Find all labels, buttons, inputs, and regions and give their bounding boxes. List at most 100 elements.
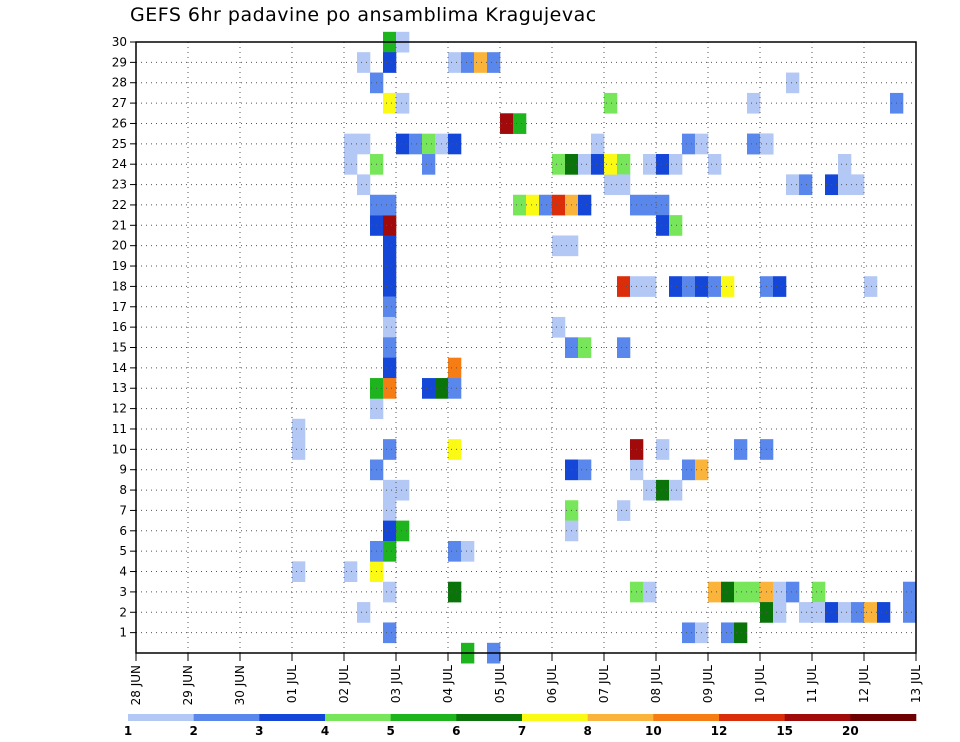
heatmap-cell (721, 276, 735, 297)
heatmap-cell (383, 255, 397, 277)
heatmap-cell (383, 52, 397, 73)
heatmap-cell (357, 52, 371, 73)
heatmap-cell (357, 174, 371, 196)
y-tick-label: 24 (112, 157, 127, 171)
x-tick-label: 04 JUL (441, 665, 455, 703)
heatmap-cell (669, 215, 683, 236)
x-tick-label: 06 JUL (545, 665, 559, 703)
heatmap-cell (539, 194, 553, 216)
x-tick-label: 29 JUN (181, 665, 195, 705)
heatmap-cell (734, 581, 748, 603)
heatmap-cell (448, 357, 462, 379)
heatmap-cell (448, 133, 462, 155)
colorbar-label: 6 (452, 724, 460, 738)
heatmap-cell (786, 581, 800, 603)
heatmap-cell (747, 92, 761, 114)
heatmap-cell (383, 215, 397, 236)
x-tick-label: 11 JUL (805, 665, 819, 703)
heatmap-cell (643, 194, 657, 216)
heatmap-cell (383, 296, 397, 318)
y-tick-label: 5 (119, 544, 127, 558)
heatmap-cell (344, 154, 358, 175)
y-tick-label: 14 (112, 361, 127, 375)
heatmap-cell (591, 133, 605, 155)
heatmap-cell (708, 154, 722, 175)
heatmap-cell (448, 581, 462, 603)
heatmap-cell (383, 194, 397, 216)
heatmap-cell (708, 581, 722, 603)
y-tick-label: 3 (119, 585, 127, 599)
heatmap-cell (656, 479, 670, 501)
heatmap-cell (604, 92, 618, 114)
heatmap-cell (617, 337, 631, 358)
y-tick-label: 23 (112, 178, 127, 192)
heatmap-cell (396, 92, 410, 114)
heatmap-cell (422, 133, 436, 155)
colorbar-segment (587, 714, 654, 721)
y-tick-label: 4 (119, 565, 127, 579)
heatmap-cell (383, 622, 397, 644)
colorbar-label: 2 (189, 724, 197, 738)
heatmap-cell (383, 500, 397, 521)
y-tick-label: 20 (112, 239, 127, 253)
heatmap-cell (799, 174, 813, 196)
colorbar-label: 8 (583, 724, 591, 738)
heatmap-cell (383, 337, 397, 358)
chart-title: GEFS 6hr padavine po ansamblima Kragujev… (130, 4, 597, 26)
colorbar-segment (128, 714, 194, 721)
heatmap-cell (643, 479, 657, 501)
heatmap-cell (448, 52, 462, 73)
heatmap-cell (877, 602, 891, 623)
x-tick-label: 05 JUL (493, 665, 507, 703)
x-tick-label: 02 JUL (337, 665, 351, 703)
heatmap-cell (474, 52, 488, 73)
colorbar-label: 4 (321, 724, 329, 738)
y-tick-label: 9 (119, 463, 127, 477)
heatmap-cell (396, 520, 410, 542)
colorbar-segment (456, 714, 523, 721)
heatmap-cell (643, 154, 657, 175)
heatmap-cell (864, 276, 878, 297)
y-tick-label: 22 (112, 198, 127, 212)
heatmap-cell (591, 154, 605, 175)
y-tick-label: 2 (119, 605, 127, 619)
heatmap-cell (578, 337, 592, 358)
heatmap-cell (448, 540, 462, 562)
heatmap-cell (617, 174, 631, 196)
heatmap-cell (617, 276, 631, 297)
heatmap-cell (526, 194, 540, 216)
x-tick-label: 28 JUN (129, 665, 143, 705)
x-tick-label: 07 JUL (597, 665, 611, 703)
colorbar-segment (390, 714, 457, 721)
heatmap-cell (292, 418, 306, 440)
heatmap-cell (513, 194, 527, 216)
heatmap-cell (864, 602, 878, 623)
heatmap-cell (838, 154, 852, 175)
heatmap-cell (786, 72, 800, 94)
heatmap-cell (448, 378, 462, 399)
colorbar-label: 20 (842, 724, 859, 738)
x-tick-label: 01 JUL (285, 665, 299, 703)
colorbar-segment (653, 714, 720, 721)
heatmap-cell (383, 235, 397, 257)
heatmap-cell (383, 316, 397, 338)
heatmap-cell (747, 133, 761, 155)
y-tick-label: 8 (119, 483, 127, 497)
heatmap-cell (604, 154, 618, 175)
heatmap-cell (734, 622, 748, 644)
heatmap-cell (721, 581, 735, 603)
y-tick-label: 7 (119, 503, 127, 517)
heatmap-cell (604, 174, 618, 196)
heatmap-cell (838, 174, 852, 196)
x-tick-label: 30 JUN (233, 665, 247, 705)
heatmap-cell (292, 561, 306, 583)
x-tick-label: 09 JUL (701, 665, 715, 703)
heatmap-cell (656, 154, 670, 175)
y-tick-label: 27 (112, 96, 127, 110)
heatmap-cell (773, 581, 787, 603)
heatmap-cell (669, 154, 683, 175)
heatmap-cell (487, 52, 501, 73)
y-tick-label: 11 (112, 422, 127, 436)
heatmap-cell (656, 194, 670, 216)
heatmap-cell (383, 439, 397, 460)
